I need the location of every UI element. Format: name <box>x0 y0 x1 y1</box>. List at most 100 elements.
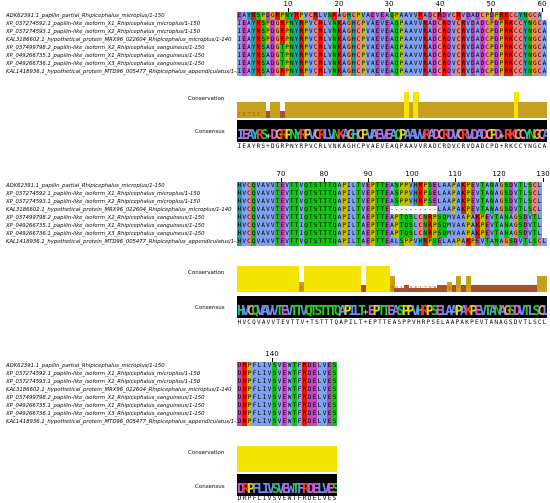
residue-cell: A <box>360 222 366 230</box>
ruler-tick-label: 20 <box>334 0 344 8</box>
residue-cell: C <box>356 20 361 28</box>
sequence-name[interactable]: XP_037274593.1_papilin-like_isoform_X2_R… <box>6 379 201 385</box>
residue-cell: V <box>241 222 247 230</box>
sequence-name[interactable]: XP_049266735.1_papilin-like_isoform_X1_R… <box>6 53 205 59</box>
residue-cell: V <box>265 238 271 246</box>
residue-cell: P <box>341 222 347 230</box>
sequence-name[interactable]: ADK62391.1_papilin_partial_Rhipicephalus… <box>6 363 165 369</box>
residue-cell: P <box>489 60 495 68</box>
residue-cell: R <box>418 12 423 20</box>
residue-cell: D <box>237 370 242 378</box>
sequence-name[interactable]: XP_049266735.1_papilin-like_isoform_X1_R… <box>6 403 205 409</box>
residue-cell: N <box>489 198 495 206</box>
residue-cell: P <box>247 378 252 386</box>
residue-cell: N <box>284 12 290 20</box>
residue-cell: V <box>413 68 419 76</box>
residue-cell: L <box>522 190 528 198</box>
sequence-name[interactable]: XP_037274592.1_papilin-like_isoform_X1_R… <box>6 21 201 27</box>
residue-cell: R <box>503 20 509 28</box>
residue-cell: C <box>308 12 314 20</box>
sequence-name[interactable]: ADK62391.1_papilin_partial_Rhipicephalus… <box>6 13 165 19</box>
residue-cell: A <box>441 206 447 214</box>
sequence-name[interactable]: KAL1418936.1_hypothetical_protein_MTD96_… <box>6 239 247 245</box>
sequence-name[interactable]: KAL1418936.1_hypothetical_protein_MTD96_… <box>6 69 247 75</box>
residue-cell: D <box>508 198 514 206</box>
sequence-name[interactable]: XP_049266736.1_papilin-like_isoform_X3_R… <box>6 411 205 417</box>
sequence-name[interactable]: KAL3186602.1_hypothetical_protein_MRX96_… <box>6 207 232 213</box>
residue-cell: C <box>456 20 461 28</box>
sequence-name[interactable]: XP_049266736.1_papilin-like_isoform_X3_R… <box>6 231 205 237</box>
sequence-name[interactable]: XP_037274592.1_papilin-like_isoform_X1_R… <box>6 191 201 197</box>
residue-cell: C <box>437 68 442 76</box>
ruler-tick-label: 120 <box>492 170 506 178</box>
residue-cell: C <box>484 28 490 36</box>
residue-cell: Y <box>522 52 528 60</box>
residue-cell: P <box>427 238 433 246</box>
sequence-name[interactable]: XP_037274592.1_papilin-like_isoform_X1_R… <box>6 371 201 377</box>
sequence-name[interactable]: XP_037499798.2_papilin-like_isoform_X2_R… <box>6 215 205 221</box>
residue-cell: L <box>522 206 528 214</box>
consensus-logo-letter: P <box>469 304 478 318</box>
sequence-name[interactable]: KAL1418936.1_hypothetical_protein_MTD96_… <box>6 419 247 425</box>
sequence-name[interactable]: XP_049266735.1_papilin-like_isoform_X1_R… <box>6 223 205 229</box>
sequence-name[interactable]: KAL3186602.1_hypothetical_protein_MRX96_… <box>6 37 232 43</box>
consensus-residue: K <box>465 319 469 326</box>
consensus-logo-letter: N <box>289 128 298 142</box>
sequence-name[interactable]: XP_037499798.2_papilin-like_isoform_X2_R… <box>6 395 205 401</box>
consensus-residue: K <box>337 143 342 150</box>
sequence-name[interactable]: ADK62391.1_papilin_partial_Rhipicephalus… <box>6 183 165 189</box>
consensus-residue: L <box>441 319 445 326</box>
sequence-name[interactable]: KAL3186602.1_hypothetical_protein_MRX96_… <box>6 387 232 393</box>
residue-cell: T <box>356 230 361 238</box>
residue-cell: A <box>446 206 452 214</box>
conservation-bar <box>461 101 467 118</box>
residue-cell: A <box>460 230 466 238</box>
residue-cell: V <box>451 28 457 36</box>
residue-cell: S <box>313 214 319 222</box>
residue-cell: R <box>460 52 466 60</box>
conservation-bar <box>489 284 495 292</box>
residue-cell: D <box>522 222 528 230</box>
conservation-bar <box>375 101 381 118</box>
residue-cell: Q <box>303 206 309 214</box>
residue-cell: Q <box>303 198 309 206</box>
residue-cell: H <box>237 222 242 230</box>
residue-cell: W <box>287 370 292 378</box>
sequence-name[interactable]: XP_037499798.2_papilin-like_isoform_X2_R… <box>6 45 205 51</box>
sequence-name[interactable]: XP_049266736.1_papilin-like_isoform_X3_R… <box>6 61 205 67</box>
residue-cell: I <box>346 214 352 222</box>
residue-cell: A <box>246 52 252 60</box>
residue-cell: S <box>394 182 400 190</box>
residue-cell: V <box>241 238 247 246</box>
residue-cell: C <box>418 230 423 238</box>
sequence-name[interactable]: XP_037274593.1_papilin-like_isoform_X2_R… <box>6 199 201 205</box>
conservation-bar <box>317 446 323 472</box>
sequence-name[interactable]: XP_037274593.1_papilin-like_isoform_X2_R… <box>6 29 201 35</box>
residue-cell: V <box>322 418 327 426</box>
conservation-bar <box>465 101 471 118</box>
